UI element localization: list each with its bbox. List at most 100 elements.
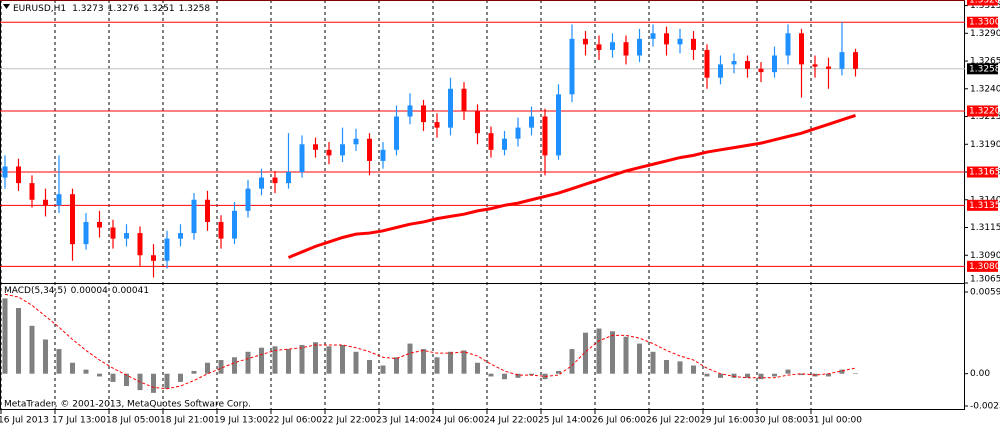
y-tick-label: 0.00: [970, 369, 990, 379]
macd-bar: [785, 369, 791, 374]
candle-body: [2, 166, 8, 178]
candle-body: [529, 116, 534, 128]
candle-body: [367, 138, 372, 161]
candle-body: [326, 149, 332, 156]
macd-bar: [56, 349, 62, 374]
candle-body: [650, 33, 656, 39]
quote-close: 1.3258: [179, 4, 211, 14]
macd-header: MACD(5,34,5) 0.00004 0.00041: [4, 286, 149, 296]
macd-bar: [259, 347, 264, 374]
candle-body: [637, 38, 642, 56]
candle-body: [785, 33, 791, 56]
copyright: MetaTrader, © 2001-2013, MetaQuotes Soft…: [4, 400, 251, 410]
macd-bar: [353, 351, 359, 374]
macd-bar: [556, 370, 561, 374]
candle-body: [421, 105, 426, 123]
macd-bar: [178, 373, 183, 382]
macd-bar: [502, 373, 507, 380]
macd-bar: [799, 373, 804, 376]
x-tick-label: 18 Jul 05:00: [106, 416, 160, 426]
candle-body: [272, 177, 278, 184]
candle-body: [124, 233, 129, 239]
candle-body: [178, 233, 183, 239]
level-label: 1.3320: [969, 0, 1000, 6]
level-label-box: [967, 16, 998, 28]
macd-bar: [664, 360, 669, 374]
x-tick-label: 17 Jul 13:00: [52, 416, 106, 426]
macd-bar: [70, 362, 75, 374]
level-label-box: [967, 199, 998, 211]
macd-bar: [475, 362, 480, 374]
candle-body: [205, 199, 210, 222]
candle-body: [853, 52, 858, 69]
x-tick-label: 24 Jul 06:00: [430, 416, 484, 426]
candle-body: [448, 88, 453, 128]
candle-body: [475, 110, 480, 134]
candle-body: [758, 68, 764, 73]
macd-bar: [488, 373, 494, 377]
candle-body: [56, 194, 62, 206]
candle-body: [718, 64, 723, 78]
candle-body: [394, 116, 399, 150]
macd-bar: [826, 373, 831, 377]
candle-body: [515, 127, 521, 139]
candle-body: [232, 210, 237, 239]
candle-body: [151, 255, 156, 261]
current-price-box: [967, 63, 998, 75]
quote-high: 1.3276: [108, 4, 140, 14]
macd-bar: [853, 373, 858, 374]
macd-bar: [97, 373, 102, 377]
macd-bar: [218, 360, 224, 374]
candle-body: [542, 116, 548, 156]
candle-body: [380, 149, 386, 161]
macd-bar: [515, 373, 521, 378]
y-tick-label: 1.3315: [970, 1, 1000, 11]
macd-signal: [4, 293, 856, 390]
candle-body: [83, 221, 89, 245]
candle-body: [43, 199, 48, 206]
macd-bar: [286, 349, 291, 374]
macd-bar: [461, 350, 467, 374]
macd-bar: [124, 373, 129, 387]
candle-body: [812, 64, 818, 67]
candle-body: [583, 38, 588, 45]
macd-bar: [758, 373, 764, 380]
level-label-box: [967, 105, 998, 117]
macd-bar: [313, 342, 318, 374]
candle-body: [434, 122, 440, 128]
candle-body: [826, 66, 831, 69]
candle-body: [97, 221, 102, 228]
candle-body: [353, 138, 359, 145]
level-label-box: [967, 166, 998, 178]
candle-body: [164, 238, 170, 261]
x-tick-label: 23 Jul 14:00: [376, 416, 430, 426]
x-tick-label: 30 Jul 08:00: [754, 416, 808, 426]
candle-body: [623, 42, 629, 56]
current-price-label: 1.3258: [969, 64, 1000, 74]
macd-bar: [772, 373, 777, 377]
macd-bar: [164, 373, 170, 389]
macd-bar: [191, 370, 197, 374]
candle-body: [218, 221, 224, 239]
candle-body: [299, 144, 305, 173]
macd-bar: [610, 331, 615, 374]
macd-bar: [745, 373, 750, 378]
menu-arrow: [3, 4, 10, 9]
macd-bar: [205, 362, 210, 374]
x-tick-label: 24 Jul 22:00: [484, 416, 538, 426]
macd-bar: [367, 360, 372, 374]
macd-bar: [272, 346, 278, 374]
candle-body: [772, 55, 777, 73]
macd-bar: [43, 339, 48, 374]
macd-bar: [731, 373, 737, 378]
candle-body: [313, 144, 318, 150]
level-label: 1.3220: [969, 106, 1000, 116]
candle-body: [691, 38, 696, 50]
candle-body: [569, 38, 575, 95]
macd-bar: [839, 369, 845, 374]
macd-bar: [650, 351, 656, 374]
candle-body: [731, 61, 737, 65]
macd-bar: [718, 373, 723, 378]
y-tick-label: 1.3290: [970, 29, 1000, 39]
